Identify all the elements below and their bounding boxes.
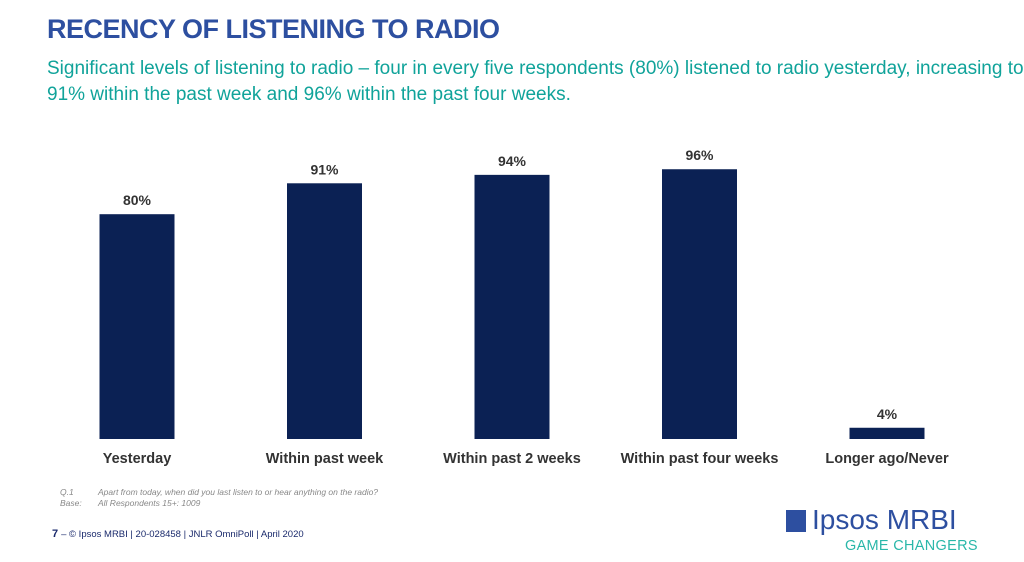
- footer: 7– © Ipsos MRBI | 20-028458 | JNLR OmniP…: [52, 528, 304, 540]
- bar: [287, 183, 362, 439]
- bar: [99, 214, 175, 439]
- bar: [474, 174, 550, 440]
- category-label: Within past week: [266, 451, 384, 467]
- bar: [662, 169, 737, 440]
- data-label: 80%: [123, 192, 152, 208]
- bar: [849, 427, 925, 439]
- base-note: Base: All Respondents 15+: 1009: [60, 498, 201, 508]
- bar-chart: 80% Yesterday 91% Within past week 94% Within…: [99, 147, 949, 467]
- category-label: Longer ago/Never: [825, 451, 949, 467]
- data-label: 94%: [498, 153, 527, 169]
- page-subtitle: Significant levels of listening to radio…: [47, 58, 1024, 105]
- data-label: 96%: [685, 147, 714, 163]
- page-title: RECENCY OF LISTENING TO RADIO: [47, 14, 500, 44]
- data-label: 4%: [877, 406, 898, 422]
- category-label: Yesterday: [103, 451, 172, 467]
- category-label: Within past 2 weeks: [443, 451, 581, 467]
- category-label: Within past four weeks: [621, 451, 779, 467]
- data-label: 91%: [310, 161, 339, 177]
- question-note: Q.1 Apart from today, when did you last l…: [60, 487, 379, 497]
- ipsos-logo-icon: [786, 510, 806, 532]
